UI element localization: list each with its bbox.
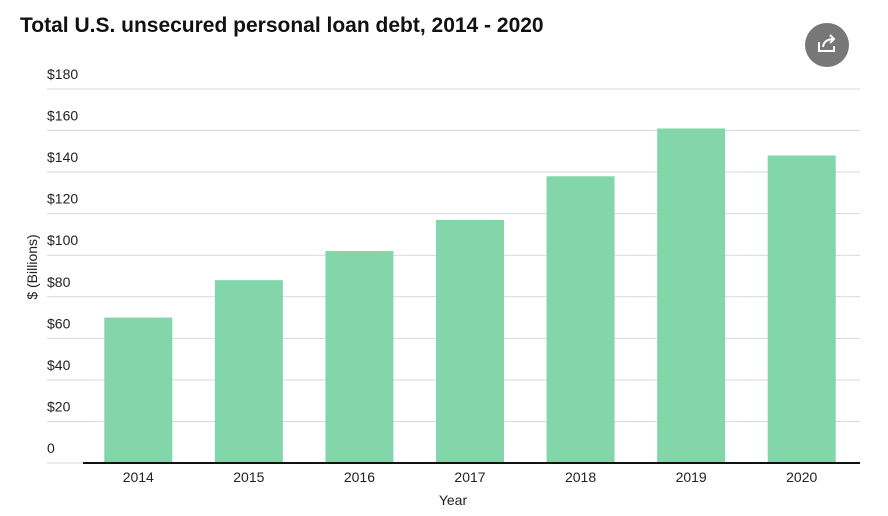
x-tick-label: 2018 [565,469,596,485]
y-tick-label: $140 [47,149,78,165]
y-tick-label: $40 [47,357,71,373]
bar [657,128,726,463]
bar [104,317,173,463]
y-tick-label: $80 [47,274,71,290]
bar [546,176,615,463]
share-circle[interactable] [805,23,849,67]
y-tick-label: $20 [47,398,71,414]
share-icon[interactable] [818,34,836,52]
bar [436,219,504,463]
bar [214,280,283,463]
y-axis-label: $ (Billions) [24,234,40,299]
bar [325,251,394,463]
y-tick-label: $180 [47,66,78,82]
x-tick-label: 2016 [344,469,375,485]
bar [767,155,836,463]
chart-title: Total U.S. unsecured personal loan debt,… [20,14,544,37]
x-tick-label: 2014 [123,469,154,485]
x-tick-label: 2019 [676,469,707,485]
y-tick-label: $160 [47,108,78,124]
y-tick-label: 0 [47,440,55,456]
x-axis-label: Year [439,492,468,508]
x-tick-label: 2020 [786,469,817,485]
x-tick-label: 2015 [233,469,264,485]
x-tick-label: 2017 [454,469,485,485]
y-tick-label: $100 [47,232,78,248]
share-button[interactable] [805,23,849,67]
y-tick-label: $60 [47,315,71,331]
y-tick-label: $120 [47,191,78,207]
